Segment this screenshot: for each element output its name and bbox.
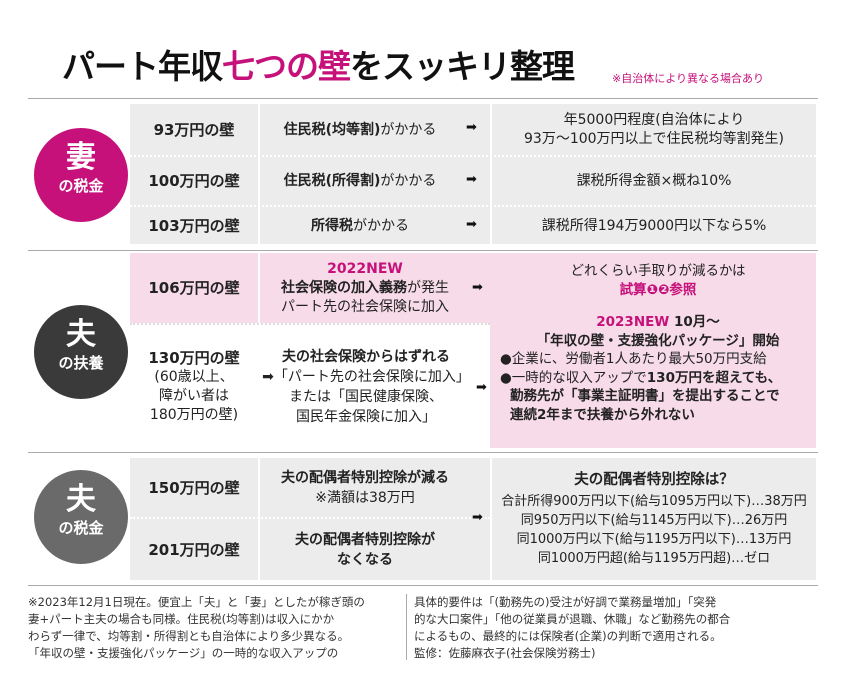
dependent-row-106-bg xyxy=(130,253,490,323)
result-150-201: 夫の配偶者特別控除は？ 合計所得900万円以下(給与1095万円以下)…38万円… xyxy=(501,471,807,566)
result-103: 課税所得194万9000円以下なら5% xyxy=(541,217,767,234)
result-100: 課税所得金額×概ね10% xyxy=(576,173,732,189)
husband-dependent-badge: 夫の扶養 xyxy=(34,305,128,399)
result-106-130: どれくらい手取りが減るかは 試算❶❷参照 2023NEW 10月〜 「年収の壁・… xyxy=(500,263,782,423)
condition-150: 夫の配偶者特別控除が減る ※満額は38万円 xyxy=(281,469,449,506)
page-title: パート年収七つの壁をスッキリ整理 xyxy=(62,47,575,86)
arrow-icon: ➡ xyxy=(466,172,477,187)
arrow-icon: ➡ xyxy=(466,120,477,135)
footnote-left: ※2023年12月1日現在。便宜上「夫」と「妻」としたが稼ぎ頭の 妻+パート主夫… xyxy=(28,595,365,660)
wall-100: 100万円の壁 xyxy=(148,172,240,190)
arrow-icon: ➡ xyxy=(466,217,477,232)
wall-201: 201万円の壁 xyxy=(148,540,240,559)
divider xyxy=(28,452,818,453)
wife-tax-badge: 妻の税金 xyxy=(34,128,128,222)
footnote-right: 具体的要件は「(勤務先の)受注が好調で業務量増加」「突発 的な大口案件」「他の従… xyxy=(414,595,731,660)
condition-100: 住民税(所得割)がかかる xyxy=(283,173,437,189)
divider xyxy=(28,98,818,99)
condition-103: 所得税がかかる xyxy=(311,217,409,234)
arrow-icon: ➡ xyxy=(472,510,483,525)
wife-tax-table xyxy=(130,104,816,244)
wall-150: 150万円の壁 xyxy=(148,478,240,497)
arrow-icon: ➡ xyxy=(472,280,483,295)
arrow-icon: ➡ xyxy=(476,380,487,395)
wall-103: 103万円の壁 xyxy=(148,216,240,235)
title-note: ※自治体により異なる場合あり xyxy=(612,72,764,85)
dependent-row-130-bg xyxy=(130,323,490,448)
wall-130: 130万円の壁 (60歳以上、 障がい者は 180万円の壁) xyxy=(148,348,240,423)
wall-106: 106万円の壁 xyxy=(148,279,240,297)
condition-130: 夫の社会保険からはずれる ➡「パート先の社会保険に加入」 または「国民健康保険、… xyxy=(262,348,470,425)
condition-106: 2022NEW 社会保険の加入義務が発生 パート先の社会保険に加入 xyxy=(281,260,449,315)
husband-tax-table xyxy=(130,458,816,580)
footer-divider xyxy=(406,594,407,660)
wall-93: 93万円の壁 xyxy=(153,120,235,139)
divider xyxy=(28,250,818,251)
divider xyxy=(28,585,818,586)
husband-tax-badge: 夫の税金 xyxy=(34,470,128,564)
condition-93: 住民税(均等割)がかかる xyxy=(283,121,437,138)
result-93: 年5000円程度(自治体により 93万〜100万円以上で住民税均等割発生) xyxy=(524,111,784,147)
dependent-result-bg xyxy=(490,253,816,448)
condition-201: 夫の配偶者特別控除が なくなる xyxy=(295,531,435,568)
